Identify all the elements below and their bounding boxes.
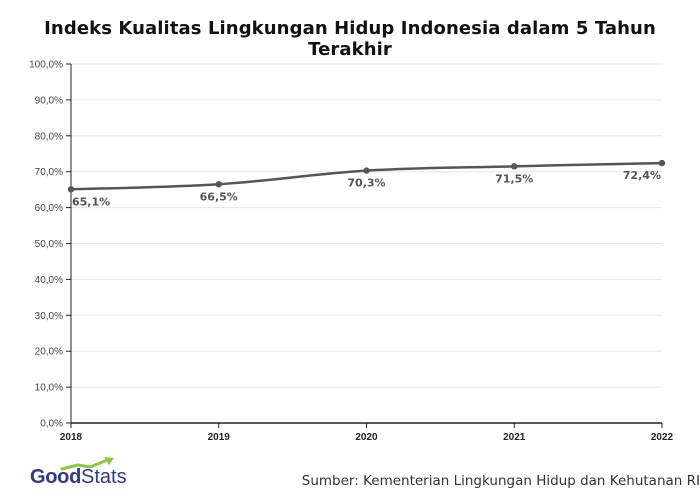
x-tick-label: 2019 (208, 432, 231, 443)
y-tick-label: 90,0% (35, 95, 63, 106)
chart-title: Indeks Kualitas Lingkungan Hidup Indones… (44, 18, 656, 60)
data-labels: 65,1% 66,5% 70,3% 71,5% 72,4% (72, 169, 661, 208)
source-note: Sumber: Kementerian Lingkungan Hidup dan… (301, 473, 700, 489)
y-tick-label: 80,0% (35, 131, 63, 142)
goodstats-logo[interactable]: GoodStats (30, 457, 150, 492)
data-point (215, 181, 222, 188)
logo-stats-text: Stats (81, 466, 127, 488)
data-label: 66,5% (200, 190, 238, 203)
data-label: 70,3% (347, 177, 385, 190)
y-tick-label: 70,0% (35, 167, 63, 178)
y-tick-label: 50,0% (35, 239, 63, 250)
data-label: 71,5% (495, 172, 533, 185)
goodstats-arrow-icon (60, 457, 114, 471)
y-tick-label: 20,0% (35, 347, 63, 358)
data-points (67, 159, 666, 193)
data-label: 65,1% (72, 195, 110, 208)
x-tick-label: 2018 (60, 432, 83, 443)
y-tick-labels: 0,0% 10,0% 20,0% 30,0% 40,0% 50,0% 60,0% 70,0% 8… (29, 60, 63, 430)
x-tick-label: 2020 (355, 432, 378, 443)
y-tick-label: 10,0% (35, 383, 63, 394)
data-point (511, 163, 518, 170)
data-point (67, 186, 75, 193)
y-tick-label: 60,0% (35, 203, 63, 214)
logo-good-text: Good (30, 466, 82, 488)
y-tick-label: 40,0% (35, 275, 63, 286)
grid-lines (71, 63, 662, 388)
y-tick-label: 100,0% (29, 60, 63, 71)
data-point (658, 159, 666, 167)
y-tick-label: 30,0% (35, 311, 63, 322)
data-point (363, 167, 370, 174)
axes (66, 63, 663, 428)
data-label: 72,4% (623, 169, 661, 182)
x-tick-label: 2021 (503, 432, 526, 443)
x-tick-label: 2022 (651, 432, 674, 443)
x-tick-labels: 2018 2019 2020 2021 2022 (60, 432, 674, 443)
y-tick-label: 0,0% (40, 419, 63, 430)
